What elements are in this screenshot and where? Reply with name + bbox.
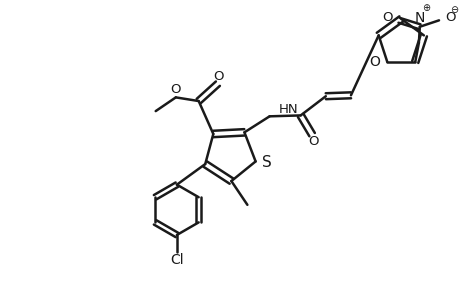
Text: Cl: Cl	[170, 253, 183, 267]
Text: O: O	[368, 55, 379, 69]
Text: ⊕: ⊕	[421, 4, 429, 14]
Text: O: O	[444, 11, 455, 24]
Text: O: O	[213, 70, 224, 83]
Text: O: O	[308, 134, 318, 148]
Text: O: O	[170, 83, 181, 96]
Text: S: S	[262, 155, 272, 170]
Text: O: O	[381, 11, 392, 24]
Text: N: N	[414, 11, 424, 25]
Text: ⊖: ⊖	[449, 5, 457, 15]
Text: HN: HN	[278, 103, 298, 116]
